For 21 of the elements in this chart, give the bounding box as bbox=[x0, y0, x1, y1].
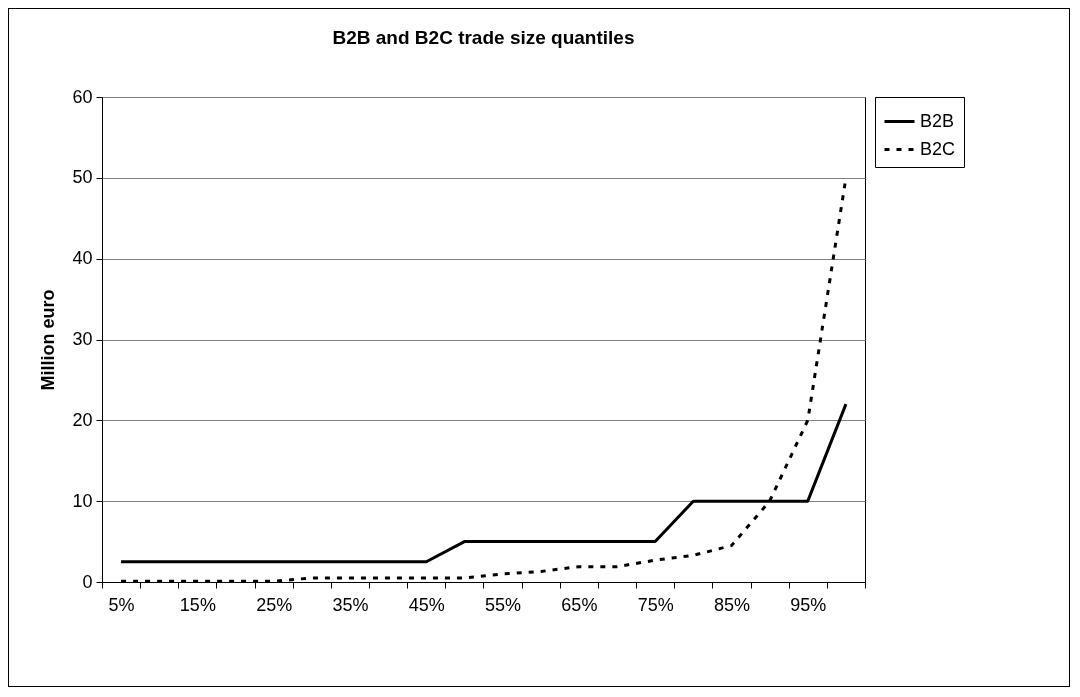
y-tick-label: 30 bbox=[72, 329, 93, 349]
y-tick-label: 40 bbox=[72, 248, 93, 269]
y-tick-label: 10 bbox=[72, 490, 93, 511]
legend-label: B2C bbox=[920, 138, 956, 159]
y-tick-label: 60 bbox=[72, 86, 93, 107]
x-tick-label: 55% bbox=[485, 594, 522, 615]
x-tick-label: 5% bbox=[108, 594, 135, 615]
chart-title: B2B and B2C trade size quantiles bbox=[332, 27, 635, 48]
y-tick-label: 50 bbox=[72, 167, 93, 188]
x-tick-label: 35% bbox=[332, 594, 369, 615]
x-tick-label: 85% bbox=[713, 594, 750, 615]
x-tick-label: 25% bbox=[256, 594, 293, 615]
y-tick-label: 0 bbox=[82, 571, 93, 592]
x-tick-label: 45% bbox=[408, 594, 445, 615]
x-tick-label: 65% bbox=[561, 594, 598, 615]
x-tick-label: 15% bbox=[179, 594, 216, 615]
x-tick-label: 95% bbox=[790, 594, 827, 615]
y-axis-title: Million euro bbox=[38, 289, 59, 391]
legend-label: B2B bbox=[920, 110, 955, 131]
x-tick-label: 75% bbox=[637, 594, 674, 615]
y-tick-label: 20 bbox=[72, 409, 93, 430]
